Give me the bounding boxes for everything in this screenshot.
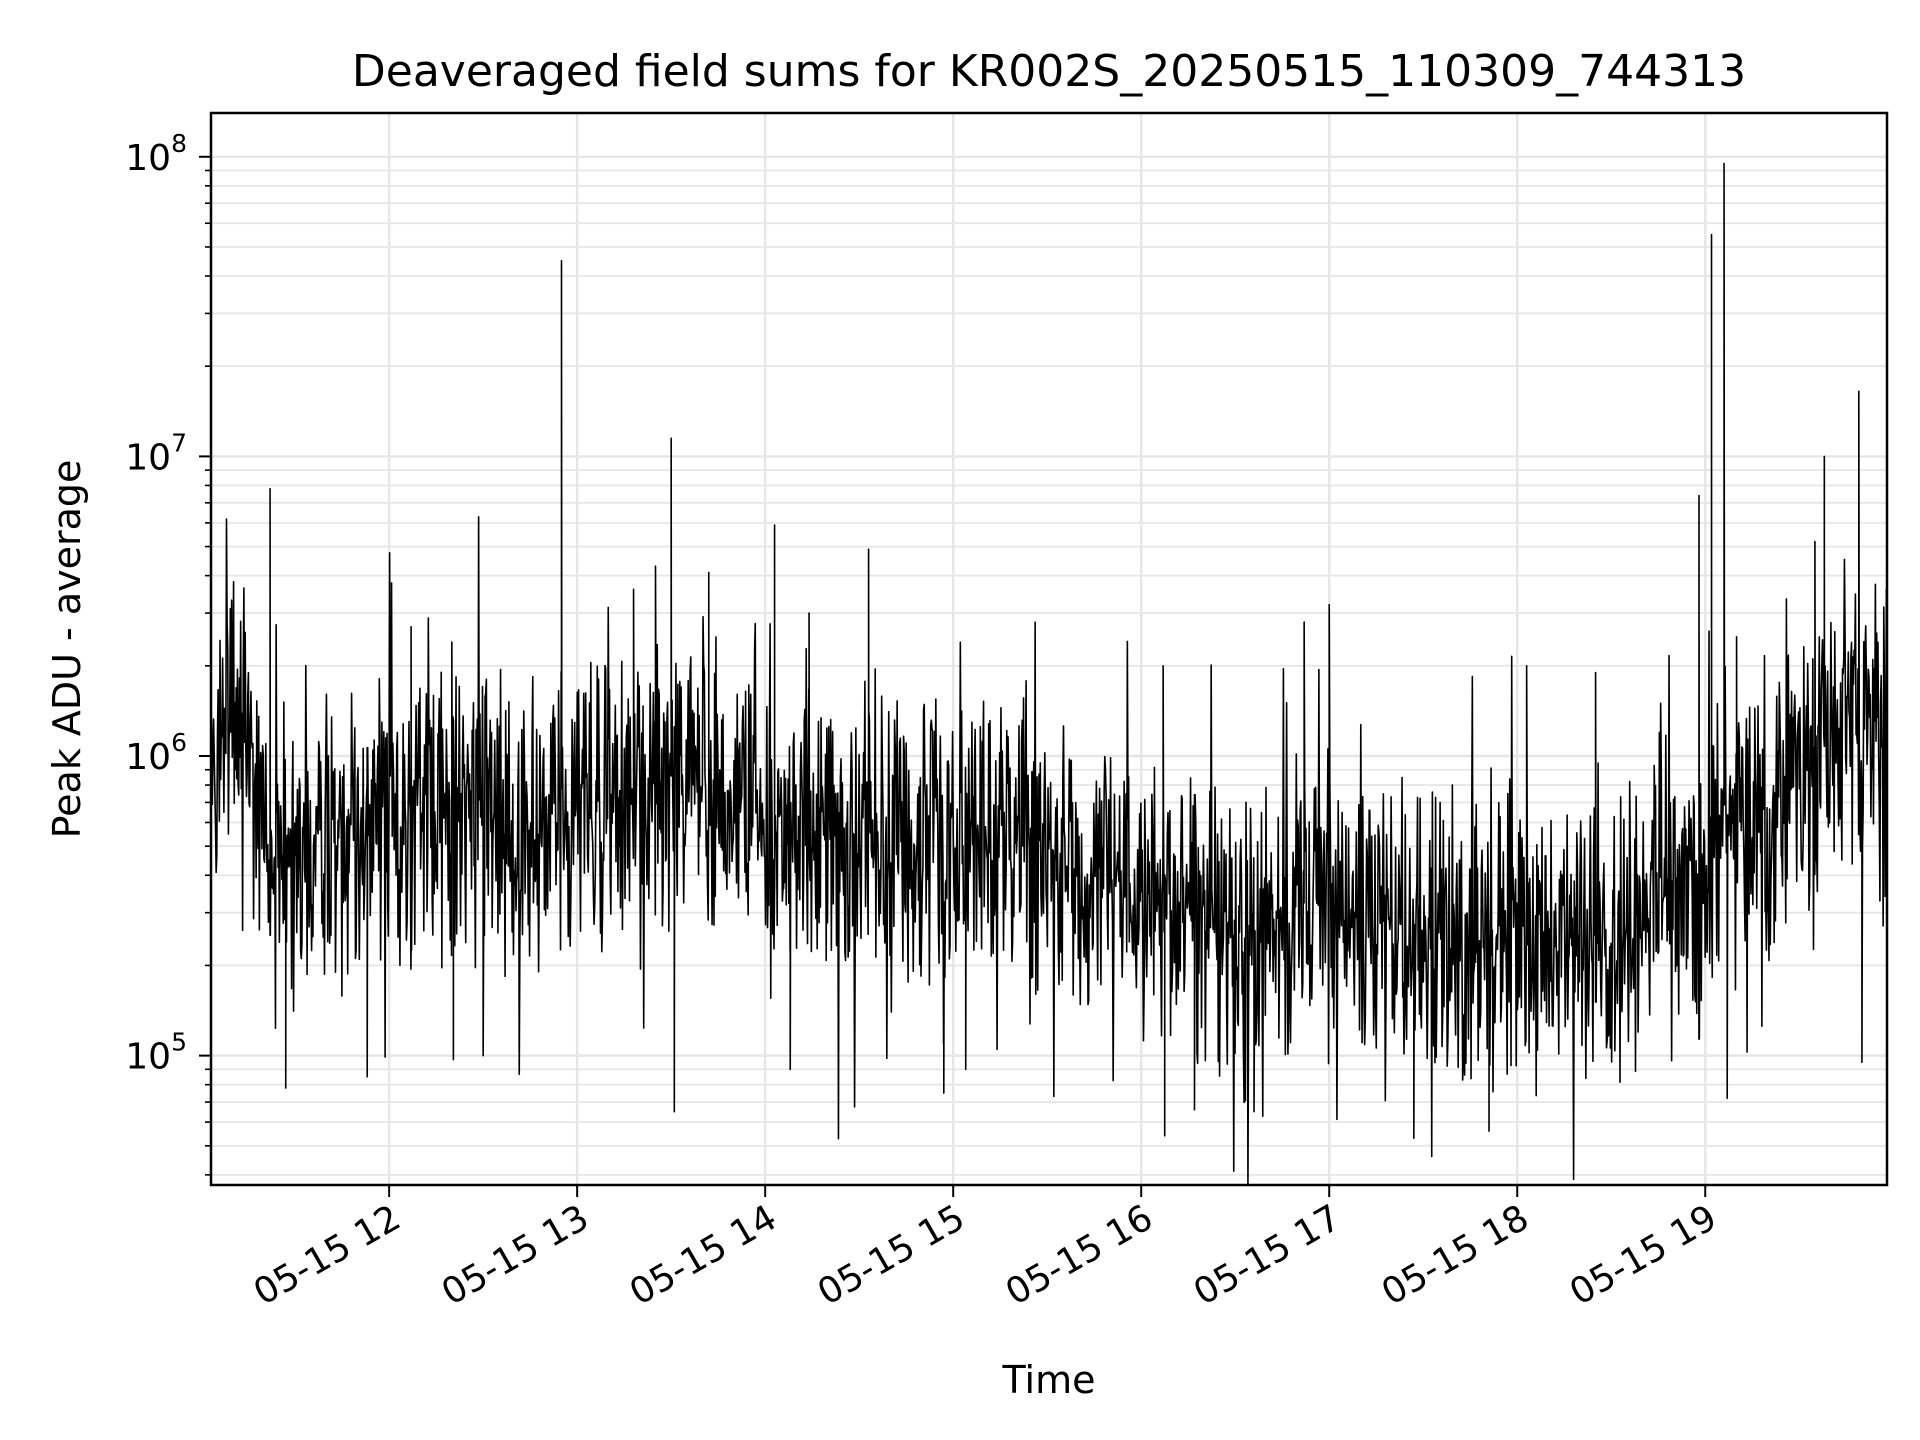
- y-tick-label: 105: [125, 1028, 187, 1078]
- series-path: [210, 162, 1888, 1186]
- y-tick-label: 106: [125, 728, 187, 778]
- x-axis-label: Time: [1002, 1358, 1096, 1402]
- y-axis-label: Peak ADU - average: [45, 460, 89, 839]
- plot-frame: [209, 111, 1889, 1187]
- y-tick-label: 108: [125, 129, 187, 179]
- y-ticks: 105 106 107 108: [125, 129, 211, 1176]
- chart-title: Deaveraged field sums for KR002S_2025051…: [352, 46, 1746, 97]
- series-line: [210, 162, 1888, 1186]
- y-tick-label: 107: [125, 428, 187, 478]
